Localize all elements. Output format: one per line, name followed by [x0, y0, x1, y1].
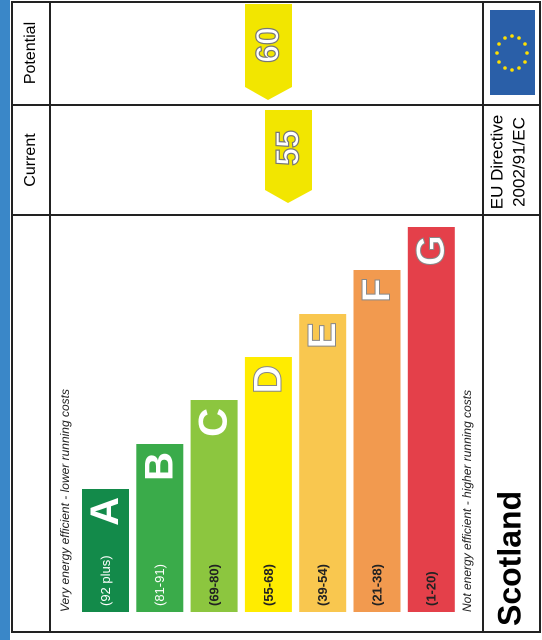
band-letter: C	[192, 408, 236, 437]
band-letter: B	[137, 452, 181, 481]
band-bar	[82, 489, 129, 612]
directive-line: 2002/91/EC	[509, 117, 528, 207]
band-range: (69-80)	[207, 564, 222, 606]
directive-line: EU Directive	[487, 115, 506, 209]
band-range: (55-68)	[261, 564, 276, 606]
band-bar	[190, 400, 238, 612]
band-letter: G	[409, 235, 453, 266]
band-bar	[299, 314, 347, 612]
band-bar	[407, 227, 455, 612]
band-range: (92 plus)	[98, 555, 113, 606]
current-header: Current	[22, 133, 39, 187]
potential-arrow	[245, 4, 292, 100]
top-note: Very energy efficient - lower running co…	[58, 389, 72, 612]
potential-rating: 60	[249, 27, 285, 63]
side-strip	[0, 0, 10, 640]
region: Scotland	[491, 491, 527, 626]
bottom-note: Not energy efficient - higher running co…	[460, 390, 474, 612]
band-range: (21-38)	[369, 564, 384, 606]
band-letter: D	[246, 365, 290, 394]
band-bar	[136, 444, 184, 612]
current-rating: 55	[269, 130, 305, 166]
rotated-chart: Current Potential Very energy efficient …	[11, 1, 541, 633]
band-bar	[353, 270, 401, 612]
band-bar	[244, 357, 292, 612]
band-range: (81-91)	[152, 564, 167, 606]
potential-header: Potential	[22, 22, 39, 84]
band-range: (1-20)	[424, 571, 439, 606]
band-letter: A	[83, 497, 127, 526]
band-letter: E	[300, 322, 344, 349]
eu-flag	[490, 10, 535, 95]
band-range: (39-54)	[315, 564, 330, 606]
band-letter: F	[355, 278, 399, 302]
current-arrow	[265, 110, 312, 203]
